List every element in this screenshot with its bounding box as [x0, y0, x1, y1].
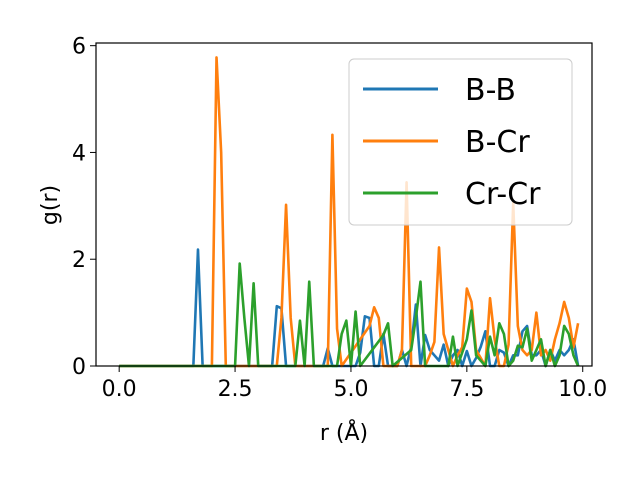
x-axis: 0.0 2.5 5.0 7.5 10.0 [102, 366, 607, 402]
x-tick-label: 0.0 [102, 377, 137, 402]
x-axis-label: r (Å) [320, 419, 368, 446]
y-tick-label: 2 [72, 248, 86, 273]
x-tick-label: 10.0 [558, 377, 607, 402]
x-tick-label: 7.5 [449, 377, 484, 402]
plot-frame [95, 42, 593, 367]
y-axis-label: g(r) [38, 185, 63, 225]
legend: B-B B-Cr Cr-Cr [348, 58, 573, 226]
series-line-b-cr [119, 56, 580, 368]
y-tick-label: 6 [72, 35, 86, 60]
legend-label-cr-cr: Cr-Cr [465, 177, 541, 212]
y-tick-label: 4 [72, 141, 86, 166]
legend-label-b-b: B-B [465, 73, 516, 108]
legend-label-b-cr: B-Cr [465, 125, 530, 160]
y-axis: 0 2 4 6 [72, 35, 96, 380]
x-tick-label: 2.5 [218, 377, 253, 402]
x-tick-label: 5.0 [333, 377, 368, 402]
series-line-cr-cr [119, 262, 580, 368]
legend-frame [348, 58, 573, 226]
y-tick-label: 0 [72, 355, 86, 380]
